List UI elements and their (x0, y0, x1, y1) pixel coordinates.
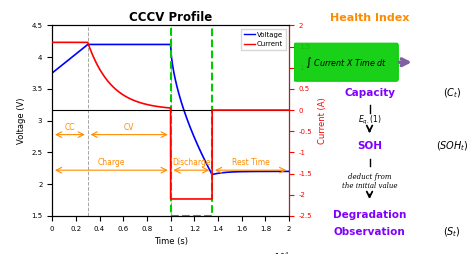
Voltage (280, 170, 285, 173)
Current (280, 108, 285, 112)
FancyBboxPatch shape (294, 43, 398, 81)
Bar (171, 25, 212, 216)
Text: Charge: Charge (98, 158, 125, 167)
Current (279, 108, 285, 112)
Text: the initial value: the initial value (342, 182, 397, 190)
Text: SOH: SOH (357, 141, 382, 151)
Voltage (164, 43, 170, 46)
Line: Voltage: Voltage (52, 44, 289, 174)
Text: Degradation: Degradation (333, 210, 406, 220)
Current (62, 41, 67, 44)
Text: deduct from: deduct from (348, 172, 391, 181)
Text: CV: CV (124, 122, 135, 132)
Current (158, 105, 164, 108)
Voltage (85, 43, 91, 46)
X-axis label: Time (s): Time (s) (154, 237, 188, 246)
Text: Rest Time: Rest Time (232, 158, 270, 167)
Text: $\times 10^4$: $\times 10^4$ (268, 250, 289, 254)
Current (236, 108, 242, 112)
Text: Health Index: Health Index (330, 13, 409, 23)
Text: $\int$ Current X Time $dt$: $\int$ Current X Time $dt$ (305, 55, 387, 70)
Line: Current: Current (52, 42, 289, 199)
Title: CCCV Profile: CCCV Profile (129, 11, 212, 24)
Y-axis label: Voltage (V): Voltage (V) (17, 97, 26, 144)
Text: Capacity: Capacity (344, 88, 395, 98)
Voltage (209, 173, 215, 176)
Legend: Voltage, Current: Voltage, Current (241, 29, 286, 50)
Text: $(S_t)$: $(S_t)$ (444, 226, 461, 239)
Text: $(SOH_t)$: $(SOH_t)$ (436, 139, 469, 153)
Voltage (49, 72, 55, 75)
Current (164, 106, 170, 109)
Text: Discharge: Discharge (172, 158, 210, 167)
Text: $E_{q.}(1)$: $E_{q.}(1)$ (358, 114, 381, 127)
Voltage (62, 62, 67, 65)
Voltage (280, 170, 285, 173)
Current (49, 41, 55, 44)
Text: Observation: Observation (334, 227, 405, 237)
Voltage (236, 170, 242, 173)
Current (286, 108, 292, 112)
Voltage (158, 43, 164, 46)
Y-axis label: Current (A): Current (A) (318, 97, 327, 144)
Text: CC: CC (64, 122, 75, 132)
Current (168, 197, 173, 200)
Voltage (286, 170, 292, 173)
Text: $(C_t)$: $(C_t)$ (443, 86, 462, 100)
